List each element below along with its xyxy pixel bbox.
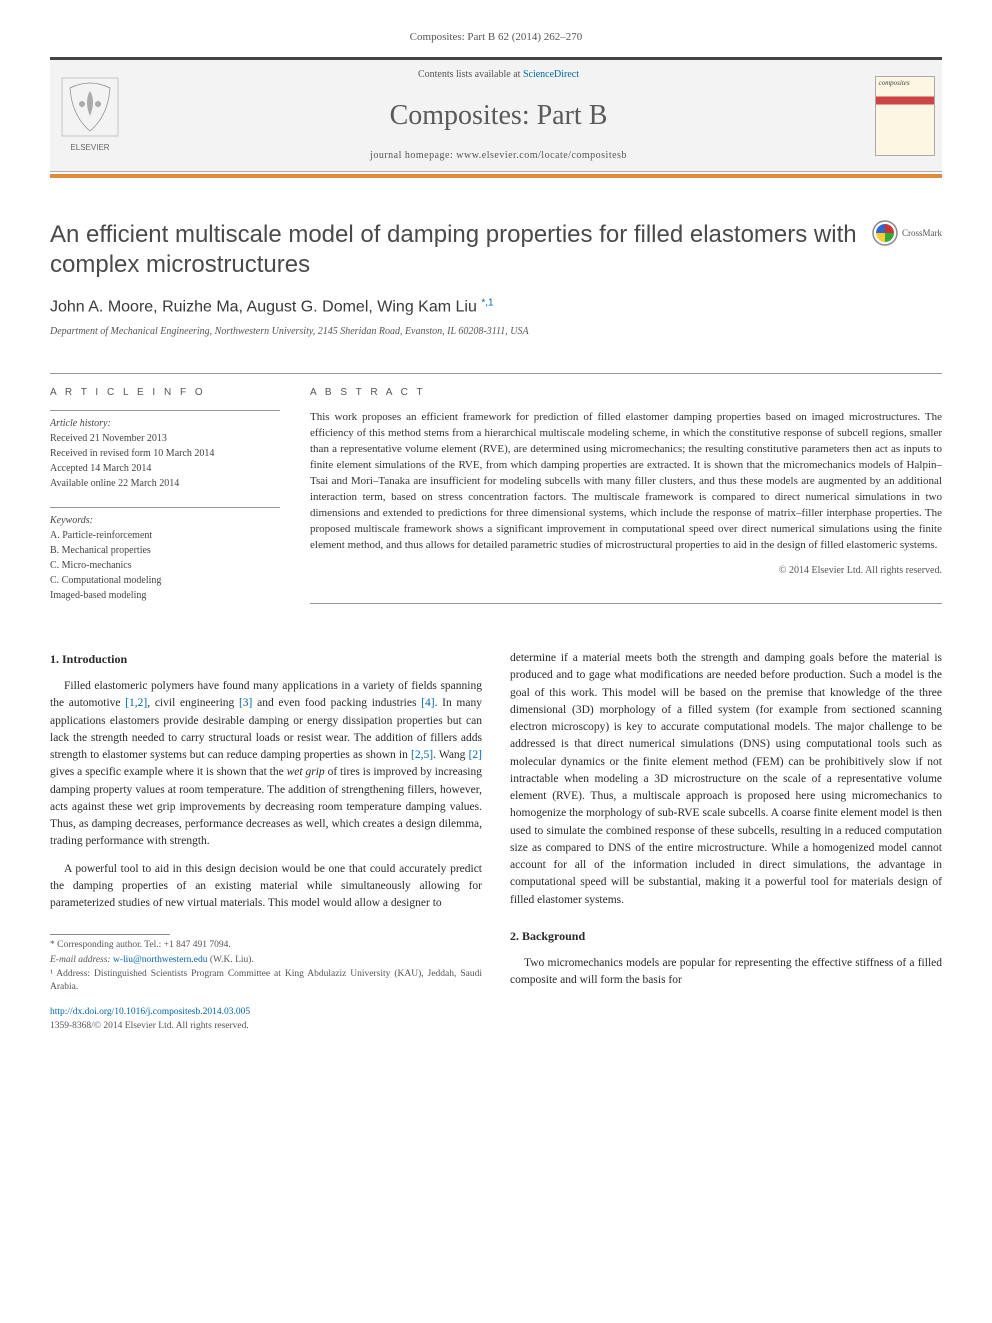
corresponding-mark[interactable]: *,1 [481,299,493,316]
article-title: An efficient multiscale model of damping… [50,220,858,280]
keyword-item: B. Mechanical properties [50,544,280,558]
left-column: 1. Introduction Filled elastomeric polym… [50,650,482,1033]
journal-header: ELSEVIER Contents lists available at Sci… [50,57,942,172]
homepage-prefix: journal homepage: [370,150,456,161]
elsevier-logo: ELSEVIER [50,60,130,171]
info-heading: A R T I C L E I N F O [50,386,280,400]
footnote-rule [50,934,170,935]
crossmark-badge[interactable]: CrossMark [872,220,942,246]
affiliation-note: ¹ Address: Distinguished Scientists Prog… [50,968,482,995]
history-label: Article history: [50,418,111,429]
intro-para-2: A powerful tool to aid in this design de… [50,861,482,913]
header-citation: Composites: Part B 62 (2014) 262–270 [50,30,942,45]
background-para-1: Two micromechanics models are popular fo… [510,955,942,990]
history-received: Received 21 November 2013 [50,432,280,446]
keyword-item: Imaged-based modeling [50,589,280,603]
homepage-url: www.elsevier.com/locate/compositesb [456,150,627,161]
author-names: John A. Moore, Ruizhe Ma, August G. Dome… [50,299,477,316]
bottom-row: http://dx.doi.org/10.1016/j.compositesb.… [50,1005,482,1034]
homepage-line: journal homepage: www.elsevier.com/locat… [130,149,867,163]
email-link[interactable]: w-liu@northwestern.edu [113,955,208,965]
abstract-text: This work proposes an efficient framewor… [310,410,942,553]
ref-link[interactable]: [3] [239,697,252,709]
crossmark-label: CrossMark [902,227,942,240]
keyword-item: A. Particle-reinforcement [50,529,280,543]
intro-para-1: Filled elastomeric polymers have found m… [50,678,482,851]
keyword-item: C. Micro-mechanics [50,559,280,573]
elsevier-label: ELSEVIER [70,143,109,152]
contents-line: Contents lists available at ScienceDirec… [130,68,867,82]
doi-link[interactable]: http://dx.doi.org/10.1016/j.compositesb.… [50,1007,250,1017]
right-column: determine if a material meets both the s… [510,650,942,1033]
copyright-line: © 2014 Elsevier Ltd. All rights reserved… [310,564,942,578]
intro-heading: 1. Introduction [50,650,482,668]
journal-block: Contents lists available at ScienceDirec… [130,60,867,171]
abstract-col: A B S T R A C T This work proposes an ef… [310,374,942,604]
cover-icon [875,76,935,156]
ref-link[interactable]: [4] [421,697,434,709]
email-note: E-mail address: w-liu@northwestern.edu (… [50,954,482,967]
crossmark-icon [872,220,898,246]
history-block: Article history: Received 21 November 20… [50,417,280,491]
ref-link[interactable]: [1,2] [125,697,147,709]
history-online: Available online 22 March 2014 [50,477,280,491]
body-columns: 1. Introduction Filled elastomeric polym… [50,650,942,1033]
article-info-col: A R T I C L E I N F O Article history: R… [50,374,280,604]
abstract-heading: A B S T R A C T [310,386,942,400]
affiliation: Department of Mechanical Engineering, No… [50,325,942,339]
background-heading: 2. Background [510,927,942,945]
col2-para-1: determine if a material meets both the s… [510,650,942,909]
history-revised: Received in revised form 10 March 2014 [50,447,280,461]
orange-rule [50,174,942,178]
keywords-block: Keywords: A. Particle-reinforcement B. M… [50,514,280,603]
footnotes: * Corresponding author. Tel.: +1 847 491… [50,939,482,994]
journal-name: Composites: Part B [130,96,867,135]
issn-line: 1359-8368/© 2014 Elsevier Ltd. All right… [50,1019,250,1033]
ref-link[interactable]: [2] [469,749,482,761]
contents-prefix: Contents lists available at [418,69,523,80]
corresponding-note: * Corresponding author. Tel.: +1 847 491… [50,939,482,952]
keyword-item: C. Computational modeling [50,574,280,588]
keywords-label: Keywords: [50,515,93,526]
ref-link[interactable]: [2,5] [411,749,433,761]
history-accepted: Accepted 14 March 2014 [50,462,280,476]
journal-cover-thumb [867,60,942,171]
sciencedirect-link[interactable]: ScienceDirect [523,69,579,80]
authors: John A. Moore, Ruizhe Ma, August G. Dome… [50,296,942,319]
